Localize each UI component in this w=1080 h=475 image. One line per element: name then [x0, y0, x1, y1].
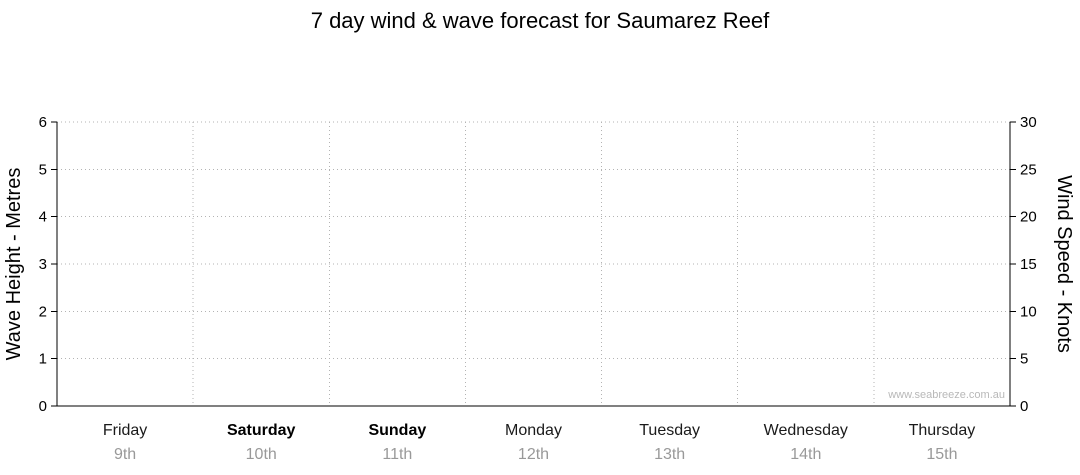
left-axis-title: Wave Height - Metres	[3, 168, 25, 361]
date-label: 9th	[114, 446, 136, 463]
right-axis-tick-label: 10	[1020, 303, 1037, 320]
left-axis-tick-label: 6	[39, 114, 47, 131]
left-axis-tick-label: 1	[39, 351, 47, 368]
date-label: 13th	[654, 446, 685, 463]
date-label: 14th	[790, 446, 821, 463]
left-axis-tick-label: 5	[39, 161, 47, 178]
left-axis-tick-label: 4	[39, 209, 47, 226]
left-axis-tick-label: 2	[39, 303, 47, 320]
left-axis-tick-label: 3	[39, 256, 47, 273]
right-axis-tick-label: 25	[1020, 161, 1037, 178]
day-label: Thursday	[909, 422, 976, 439]
date-label: 12th	[518, 446, 549, 463]
day-label: Saturday	[227, 422, 296, 439]
day-label: Monday	[505, 422, 562, 439]
right-axis-tick-label: 0	[1020, 398, 1028, 415]
day-label: Friday	[103, 422, 147, 439]
right-axis-title: Wind Speed - Knots	[1053, 175, 1075, 353]
watermark: www.seabreeze.com.au	[887, 389, 1005, 401]
date-label: 11th	[382, 446, 412, 463]
left-axis-tick-label: 0	[39, 398, 47, 415]
day-label: Wednesday	[764, 422, 848, 439]
right-axis-tick-label: 20	[1020, 209, 1037, 226]
right-axis-tick-label: 30	[1020, 114, 1037, 131]
right-axis-tick-label: 15	[1020, 256, 1037, 273]
date-label: 10th	[246, 446, 277, 463]
date-label: 15th	[926, 446, 957, 463]
day-label: Sunday	[368, 422, 426, 439]
day-label: Tuesday	[639, 422, 700, 439]
chart-title: 7 day wind & wave forecast for Saumarez …	[310, 8, 770, 33]
right-axis-tick-label: 5	[1020, 351, 1028, 368]
